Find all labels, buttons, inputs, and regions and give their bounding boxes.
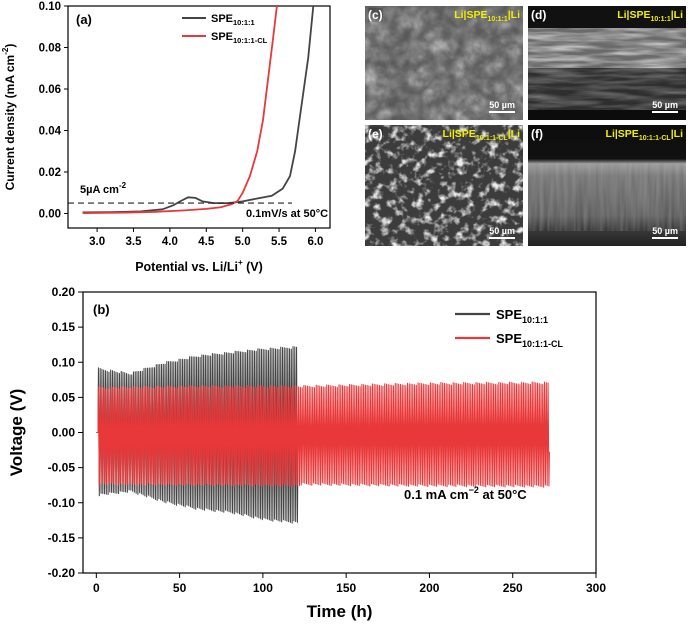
legend-a-label-base: SPE10:1:1	[211, 13, 255, 27]
legend-a-label-cl: SPE10:1:1-CL	[211, 31, 268, 45]
sem-image-d: (d) Li|SPE10:1:1|Li 50 µm	[528, 6, 686, 120]
sem-texture-d	[528, 6, 686, 120]
chart-a-x-tick-label: 3.0	[89, 236, 105, 248]
chart-a-series-cl	[82, 5, 278, 214]
legend-b-label-base: SPE10:1:1	[496, 307, 548, 325]
chart-a-legend: SPE10:1:1 SPE10:1:1-CL	[182, 13, 268, 45]
chart-b-x-tick-label: 50	[173, 581, 187, 595]
sem-scale-bar-d: 50 µm	[652, 100, 678, 113]
chart-b-x-tick-label: 300	[586, 581, 606, 595]
chart-a-x-tick-label: 6.0	[307, 236, 323, 248]
chart-b-y-tick-label: 0.20	[52, 285, 76, 299]
sem-texture-c	[365, 6, 523, 120]
chart-b-y-tick-label: 0.15	[52, 320, 76, 334]
sem-scale-bar-f: 50 µm	[652, 226, 678, 239]
sem-texture-e	[365, 125, 523, 246]
chart-b-x-axis-label: Time (h)	[307, 602, 373, 621]
chart-a-panel-label: (a)	[76, 12, 92, 27]
sem-cell-label-e: Li|SPE10:1:1-CL|Li	[442, 128, 520, 143]
chart-b-series-group	[96, 346, 550, 524]
chart-b-x-tick-label: 0	[93, 581, 100, 595]
chart-b-series-cl	[96, 381, 550, 488]
chart-a-y-axis-label: Current density (mA cm-2)	[1, 44, 17, 191]
sem-panel-label-d: (d)	[531, 8, 547, 22]
chart-b-y-ticks: 0.20 0.15 0.10 0.05 0.00 -0.05 -0.10 -0.15 -0.20	[48, 285, 83, 580]
sem-scale-bar-e: 50 µm	[489, 226, 515, 239]
chart-a-series-group	[82, 5, 315, 214]
chart-b: 0 50 100 150 200 250 300 0.20 0.15 0.10 0.05 0.00 -…	[7, 285, 606, 621]
chart-b-x-tick-label: 250	[503, 581, 523, 595]
sem-cell-label-f: Li|SPE10:1:1-CL|Li	[605, 128, 683, 143]
chart-b-y-tick-label: 0.10	[52, 355, 76, 369]
sem-panel-label-f: (f)	[531, 127, 543, 141]
chart-a-x-tick-label: 5.0	[235, 236, 251, 248]
sem-image-c: (c) Li|SPE10:1:1|Li 50 µm	[365, 6, 523, 120]
chart-b-y-tick-label: -0.15	[48, 531, 76, 545]
chart-a: 3.0 3.5 4.0 4.5 5.0 5.5 6.0 0.000.020.040.060.…	[1, 1, 331, 274]
sem-panel-label-c: (c)	[368, 8, 383, 22]
sem-cell-label-c: Li|SPE10:1:1|Li	[454, 9, 520, 24]
legend-b-label-cl: SPE10:1:1-CL	[496, 331, 564, 349]
chart-b-legend: SPE10:1:1 SPE10:1:1-CL	[455, 307, 564, 349]
chart-b-y-axis-label: Voltage (V)	[7, 389, 26, 477]
chart-b-y-tick-label: 0.05	[52, 390, 76, 404]
chart-b-annotation: 0.1 mA cm−2 at 50°C	[404, 485, 527, 502]
chart-a-y-tick-label: 0.02	[39, 167, 61, 179]
chart-b-x-ticks: 0 50 100 150 200 250 300	[93, 573, 606, 595]
chart-a-y-tick-label: 0.06	[39, 84, 61, 96]
chart-a-y-tick-label: 0.00	[39, 208, 61, 220]
chart-a-annotation: 0.1mV/s at 50°C	[246, 208, 328, 220]
chart-a-x-tick-label: 3.5	[126, 236, 143, 248]
sem-panel-label-e: (e)	[368, 127, 383, 141]
chart-b-panel-label: (b)	[93, 302, 110, 317]
chart-b-y-tick-label: -0.20	[48, 566, 76, 580]
sem-texture-f	[528, 125, 686, 246]
chart-a-x-tick-label: 4.5	[198, 236, 215, 248]
chart-a-threshold-label: 5µA cm-2	[80, 181, 127, 196]
chart-b-y-tick-label: -0.10	[48, 496, 76, 510]
sem-cell-label-d: Li|SPE10:1:1|Li	[617, 9, 683, 24]
chart-a-y-tick-label: 0.04	[39, 125, 62, 137]
chart-a-x-ticks: 3.0 3.5 4.0 4.5 5.0 5.5 6.0	[89, 228, 323, 248]
chart-a-frame	[67, 5, 331, 229]
chart-b-x-tick-label: 200	[419, 581, 439, 595]
sem-image-e: (e) Li|SPE10:1:1-CL|Li 50 µm	[365, 125, 523, 246]
chart-a-y-ticks: 0.00 0.02 0.04 0.06 0.08 0.10	[39, 1, 68, 220]
chart-a-y-tick-label: 0.08	[39, 42, 62, 54]
chart-b-y-tick-label: 0.00	[52, 426, 76, 440]
sem-image-f: (f) Li|SPE10:1:1-CL|Li 50 µm	[528, 125, 686, 246]
chart-b-x-tick-label: 150	[336, 581, 356, 595]
chart-a-x-axis-label: Potential vs. Li/Li+ (V)	[135, 258, 263, 274]
chart-b-x-tick-label: 100	[253, 581, 273, 595]
chart-b-y-tick-label: -0.05	[48, 461, 76, 475]
chart-a-x-tick-label: 5.5	[271, 236, 288, 248]
sem-scale-bar-c: 50 µm	[489, 100, 515, 113]
chart-a-x-tick-label: 4.0	[162, 236, 178, 248]
chart-a-y-tick-label: 0.10	[39, 1, 61, 13]
